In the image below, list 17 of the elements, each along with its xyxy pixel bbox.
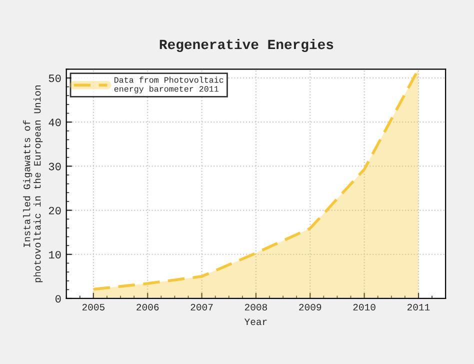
x-axis-title: Year xyxy=(244,318,267,326)
y-tick-label: 50 xyxy=(48,74,61,82)
y-tick-label: 30 xyxy=(48,162,61,170)
x-tick-label: 2009 xyxy=(299,304,322,310)
y-tick-label: 20 xyxy=(48,206,61,214)
y-tick-label: 10 xyxy=(48,250,61,259)
x-tick-label: 2005 xyxy=(82,304,104,310)
x-tick-label: 2006 xyxy=(136,304,159,310)
x-tick-label: 2008 xyxy=(244,304,267,310)
x-tick-label: 2011 xyxy=(407,304,430,310)
legend-label: Data from Photovoltaic energy barometer 2011 xyxy=(114,76,224,94)
chart-title: Regenerative Energies xyxy=(160,38,334,52)
x-tick-label: 2010 xyxy=(353,304,376,310)
x-tick-label: 2007 xyxy=(190,304,213,310)
y-tick-label: 0 xyxy=(56,295,61,303)
y-axis-title: Installed Gigawatts of photovoltaic in the European Union xyxy=(23,86,43,282)
y-tick-label: 40 xyxy=(48,118,61,126)
